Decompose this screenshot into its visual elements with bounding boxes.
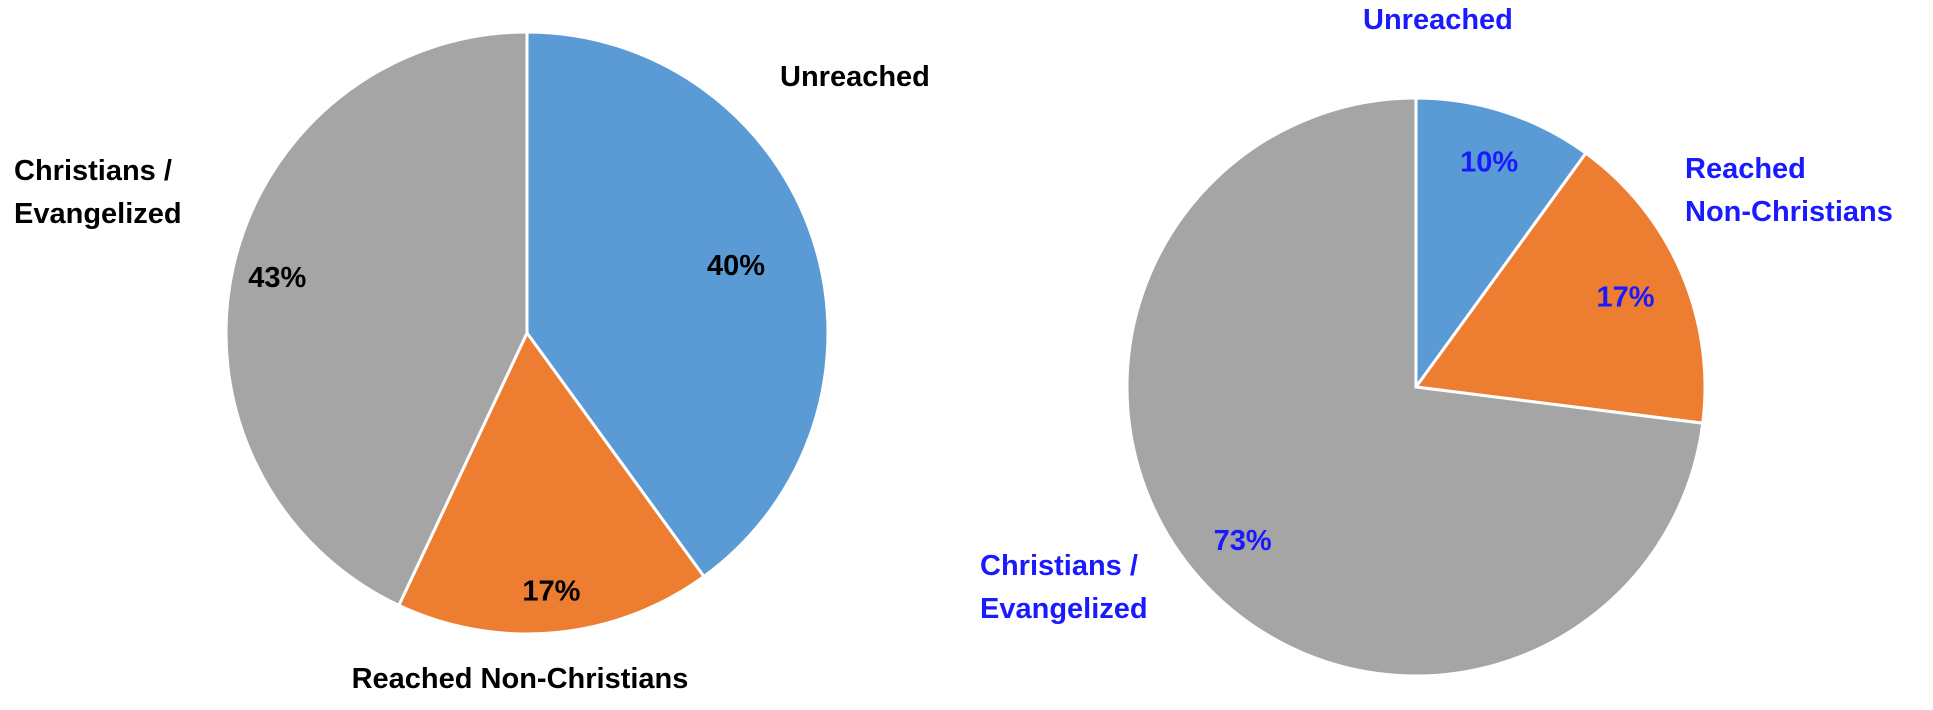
pie-category-label: Unreached <box>1363 4 1513 36</box>
pie-slice-unreached <box>1414 96 1588 392</box>
pie-category-label: Reached Non-Christians <box>352 663 689 695</box>
pie-category-label: Christians / Evangelized <box>14 155 182 230</box>
pie-slice-christians-evangelized <box>224 30 529 608</box>
pie-value-label: 10% <box>1460 147 1518 179</box>
pie-value-label: 73% <box>1214 525 1272 557</box>
pie-value-label: 43% <box>248 262 306 294</box>
pie-category-label: Christians / Evangelized <box>980 550 1148 625</box>
pie-value-label: 17% <box>522 576 580 608</box>
pie-slice-reached-non-christians <box>1413 151 1707 425</box>
pie-category-label: Unreached <box>780 61 930 93</box>
pie-value-label: 17% <box>1596 281 1654 313</box>
pie-slice-christians-evangelized <box>1125 96 1705 678</box>
pie-chart-left: 40% 17% 43% Unreached Reached Non-Christians… <box>14 30 930 695</box>
pie-value-label: 40% <box>707 250 765 282</box>
pie-chart-right: 10% 17% 73% Unreached Reached Non-Christians C… <box>980 4 1893 678</box>
pie-slice-unreached <box>525 30 830 579</box>
pie-slice-reached-non-christians <box>396 330 707 636</box>
pie-category-label: Reached Non-Christians <box>1685 153 1893 228</box>
